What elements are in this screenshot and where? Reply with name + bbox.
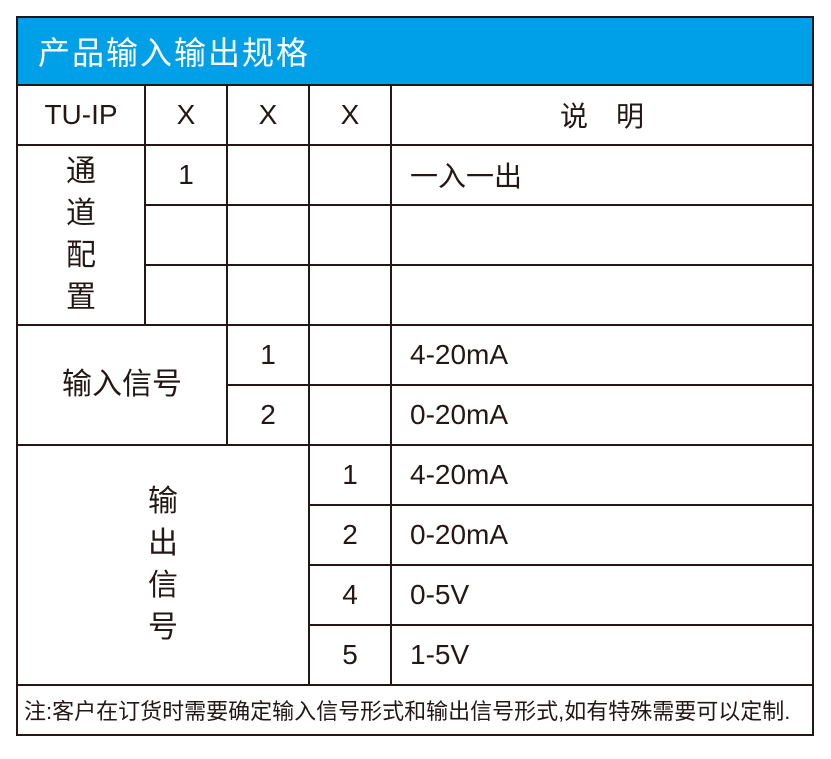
cc-r1-c2 xyxy=(227,205,309,265)
output-signal-label: 输 出 信 号 xyxy=(17,445,309,685)
col-x3: X xyxy=(309,85,391,145)
cc-r0-c1: 1 xyxy=(145,145,227,205)
os-r0-c3: 1 xyxy=(309,445,391,505)
cc-r1-c3 xyxy=(309,205,391,265)
cc-r2-c1 xyxy=(145,265,227,325)
cc-r0-desc: 一入一出 xyxy=(391,145,813,205)
cc-r1-desc xyxy=(391,205,813,265)
os-r1-desc: 0-20mA xyxy=(391,505,813,565)
cc-r1-c1 xyxy=(145,205,227,265)
os-r2-c3: 4 xyxy=(309,565,391,625)
os-r3-desc: 1-5V xyxy=(391,625,813,685)
table-title: 产品输入输出规格 xyxy=(17,17,813,85)
is-r1-c3 xyxy=(309,385,391,445)
cc-r2-desc xyxy=(391,265,813,325)
is-r0-desc: 4-20mA xyxy=(391,325,813,385)
is-r0-c2: 1 xyxy=(227,325,309,385)
channel-config-label: 通 道 配 置 xyxy=(17,145,145,325)
col-x1: X xyxy=(145,85,227,145)
col-desc: 说明 xyxy=(391,85,813,145)
col-model: TU-IP xyxy=(17,85,145,145)
input-signal-label: 输入信号 xyxy=(17,325,227,445)
os-r0-desc: 4-20mA xyxy=(391,445,813,505)
is-r1-c2: 2 xyxy=(227,385,309,445)
os-r1-c3: 2 xyxy=(309,505,391,565)
cc-r2-c2 xyxy=(227,265,309,325)
col-x2: X xyxy=(227,85,309,145)
os-r2-desc: 0-5V xyxy=(391,565,813,625)
spec-table: 产品输入输出规格 TU-IP X X X 说明 通 道 配 置 1 一入一出 输… xyxy=(16,16,814,736)
cc-r0-c3 xyxy=(309,145,391,205)
note-row: 注:客户在订货时需要确定输入信号形式和输出信号形式,如有特殊需要可以定制. xyxy=(17,685,813,735)
is-r1-desc: 0-20mA xyxy=(391,385,813,445)
cc-r2-c3 xyxy=(309,265,391,325)
is-r0-c3 xyxy=(309,325,391,385)
os-r3-c3: 5 xyxy=(309,625,391,685)
cc-r0-c2 xyxy=(227,145,309,205)
